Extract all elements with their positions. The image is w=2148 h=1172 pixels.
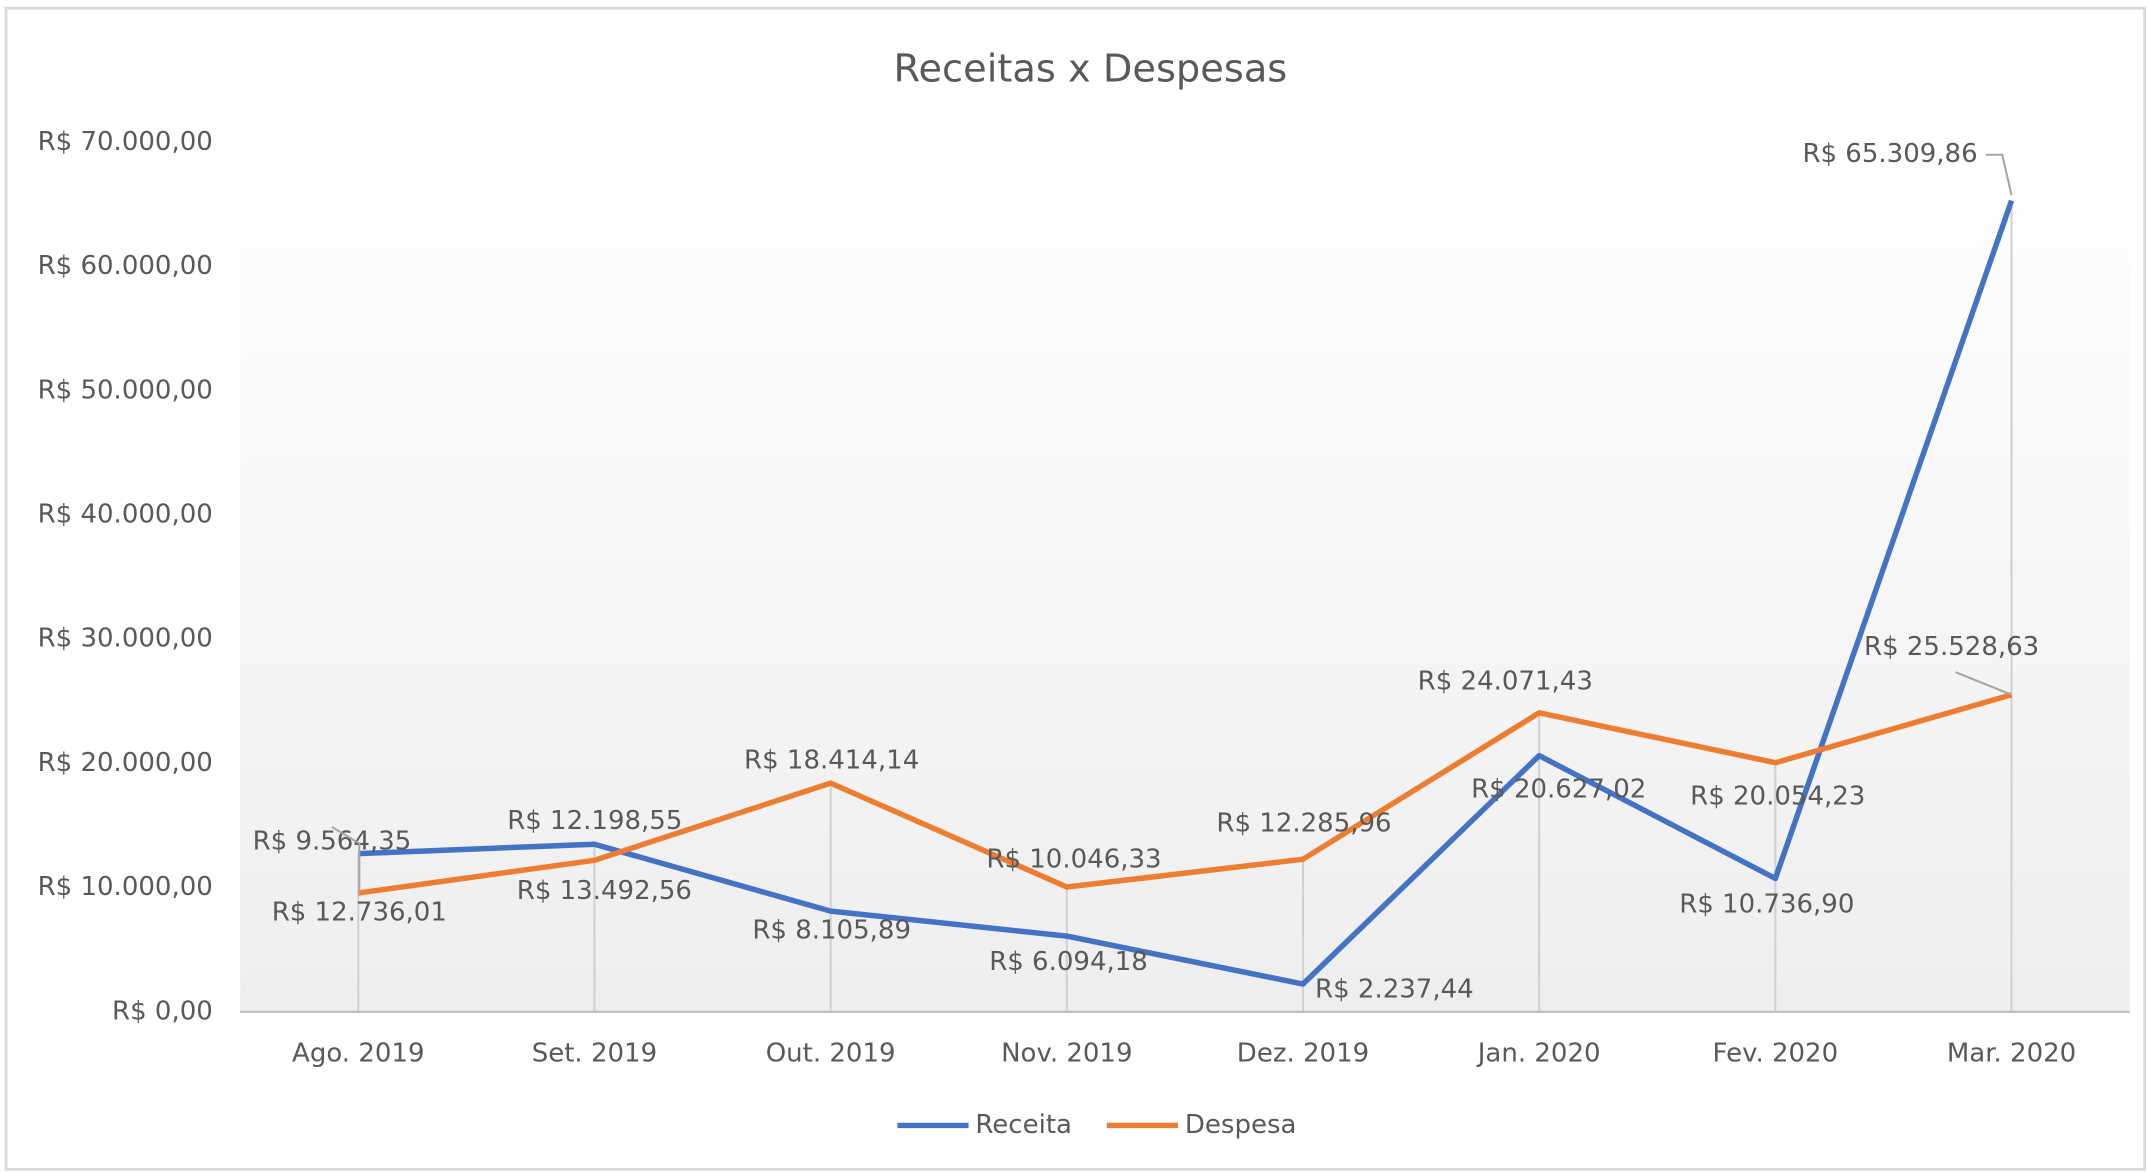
data-label: R$ 20.627,02: [1471, 775, 1646, 805]
data-label: R$ 20.054,23: [1690, 781, 1865, 811]
y-tick-label: R$ 10.000,00: [38, 872, 213, 902]
x-tick-label: Set. 2019: [532, 1039, 657, 1069]
y-tick-label: R$ 20.000,00: [38, 748, 213, 778]
x-tick-label: Jan. 2020: [1476, 1039, 1601, 1069]
legend-label: Receita: [975, 1110, 1072, 1140]
x-tick-label: Fev. 2020: [1713, 1039, 1839, 1069]
x-tick-label: Mar. 2020: [1947, 1039, 2076, 1069]
y-tick-label: R$ 60.000,00: [38, 251, 213, 281]
data-label: R$ 6.094,18: [989, 947, 1148, 977]
data-label: R$ 13.492,56: [517, 876, 692, 906]
x-tick-label: Out. 2019: [766, 1039, 896, 1069]
x-tick-label: Dez. 2019: [1237, 1039, 1369, 1069]
leader-line: [331, 826, 361, 894]
data-label: R$ 24.071,43: [1418, 666, 1593, 696]
leader-line: [1955, 671, 2012, 696]
data-label: R$ 10.046,33: [986, 844, 1161, 874]
data-label: R$ 10.736,90: [1679, 890, 1854, 920]
series-line: [358, 199, 2015, 987]
y-tick-label: R$ 40.000,00: [38, 499, 213, 529]
legend-label: Despesa: [1185, 1110, 1297, 1140]
leader-line: [1985, 153, 2013, 196]
data-label: R$ 12.285,96: [1216, 809, 1391, 839]
y-tick-label: R$ 30.000,00: [38, 624, 213, 654]
y-tick-label: R$ 50.000,00: [38, 375, 213, 405]
chart-title: Receitas x Despesas: [894, 47, 1288, 92]
data-label: R$ 2.237,44: [1315, 974, 1474, 1004]
series-line: [357, 692, 2013, 896]
x-tick-label: Ago. 2019: [292, 1039, 424, 1069]
data-label: R$ 25.528,63: [1864, 632, 2039, 662]
data-label: R$ 9.564,35: [253, 827, 412, 857]
data-label: R$ 18.414,14: [744, 746, 919, 776]
data-label: R$ 8.105,89: [752, 916, 911, 946]
y-tick-label: R$ 0,00: [112, 996, 213, 1026]
data-label: R$ 65.309,86: [1802, 139, 1977, 169]
x-tick-label: Nov. 2019: [1001, 1039, 1132, 1069]
data-label: R$ 12.198,55: [507, 806, 682, 836]
y-tick-label: R$ 70.000,00: [38, 127, 213, 157]
data-label: R$ 12.736,01: [272, 898, 447, 928]
